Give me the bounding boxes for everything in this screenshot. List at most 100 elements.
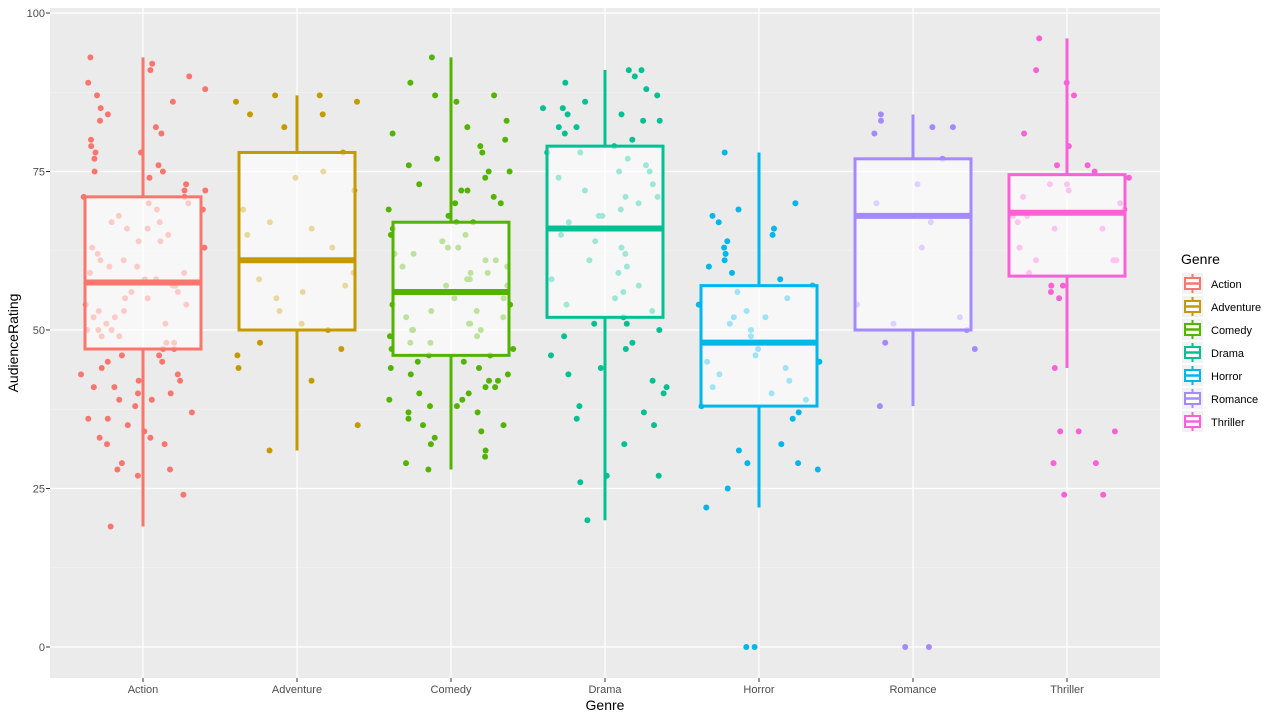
data-point	[85, 79, 92, 86]
data-point	[562, 79, 569, 86]
data-point	[561, 130, 568, 137]
data-point	[778, 441, 785, 448]
data-point	[177, 377, 184, 384]
data-point	[405, 409, 412, 416]
data-point	[1056, 295, 1063, 302]
data-point	[603, 472, 610, 479]
data-point	[464, 124, 471, 131]
legend-item: Romance	[1182, 388, 1258, 409]
data-point	[510, 346, 517, 352]
data-point	[476, 365, 482, 371]
data-point	[385, 206, 392, 213]
data-point	[622, 346, 629, 352]
data-point	[167, 390, 174, 397]
data-point	[1050, 460, 1057, 467]
data-point	[416, 181, 423, 188]
data-point	[735, 206, 742, 213]
data-point	[132, 403, 139, 410]
data-point	[104, 111, 111, 118]
data-point	[386, 396, 393, 403]
x-tick-label: Romance	[889, 684, 936, 696]
data-point	[482, 384, 489, 391]
data-point	[1071, 92, 1077, 99]
data-point	[1036, 35, 1043, 42]
data-point	[414, 358, 421, 365]
data-point	[158, 130, 165, 137]
y-tick-label: 75	[33, 167, 45, 179]
x-tick-label: Horror	[743, 684, 775, 696]
data-point	[565, 371, 572, 378]
data-point	[640, 117, 647, 124]
data-point	[431, 434, 438, 441]
data-point	[500, 422, 507, 429]
data-point	[1051, 365, 1058, 371]
data-point	[651, 422, 657, 429]
data-point	[459, 396, 466, 403]
data-point	[135, 377, 142, 384]
data-point	[649, 377, 656, 384]
data-point	[403, 460, 409, 467]
legend-label: Thriller	[1211, 417, 1245, 429]
data-point	[597, 365, 604, 371]
data-point	[618, 111, 625, 118]
data-point	[104, 415, 111, 422]
data-point	[654, 92, 661, 99]
data-point	[416, 390, 423, 397]
y-axis: 0 25 50 75 100	[27, 8, 50, 654]
data-point	[877, 111, 884, 118]
box-iqr	[237, 150, 357, 332]
data-point	[777, 276, 784, 283]
data-point	[88, 136, 94, 143]
data-point	[629, 339, 636, 346]
data-point	[1125, 174, 1132, 181]
data-point	[1057, 428, 1064, 435]
data-point	[425, 466, 432, 473]
box-iqr	[1007, 173, 1127, 278]
data-point	[643, 86, 650, 93]
data-point	[159, 358, 166, 365]
data-point	[114, 466, 121, 473]
data-point	[655, 472, 662, 479]
data-point	[186, 73, 193, 80]
data-point	[138, 149, 144, 156]
y-tick-label: 100	[27, 8, 45, 20]
box-iqr	[83, 195, 203, 351]
data-point	[629, 136, 636, 143]
data-point	[235, 365, 242, 371]
data-point	[492, 384, 499, 391]
data-point	[141, 428, 148, 435]
legend-item: Comedy	[1182, 319, 1252, 340]
data-point	[428, 54, 435, 61]
legend-label: Drama	[1211, 348, 1245, 360]
data-point	[434, 155, 441, 162]
x-tick-label: Action	[128, 684, 159, 696]
data-point	[201, 244, 208, 251]
legend-item: Horror	[1182, 365, 1243, 386]
y-axis-title: AudienceRating	[5, 294, 21, 393]
data-point	[135, 390, 141, 397]
data-point	[152, 124, 159, 131]
legend-label: Comedy	[1211, 325, 1252, 337]
y-tick-label: 25	[33, 484, 45, 496]
data-point	[663, 384, 670, 391]
y-tick-label: 0	[39, 642, 45, 654]
data-point	[660, 390, 667, 397]
points-layer	[78, 35, 1132, 650]
data-point	[427, 441, 434, 448]
data-point	[482, 174, 489, 181]
data-point	[882, 339, 889, 346]
data-point	[771, 225, 777, 232]
x-axis: Action Adventure Comedy Drama Horror Romance T…	[128, 678, 1084, 696]
legend: Genre Action Adventure Comedy Drama Horror Ro…	[1181, 251, 1261, 432]
x-tick-label: Comedy	[431, 684, 472, 696]
data-point	[405, 415, 412, 422]
data-point	[1021, 130, 1028, 137]
data-point	[202, 86, 209, 93]
data-point	[104, 358, 111, 365]
data-point	[1059, 282, 1066, 289]
data-point	[91, 168, 98, 175]
data-point	[709, 212, 716, 219]
data-point	[354, 98, 360, 105]
data-point	[491, 92, 498, 99]
